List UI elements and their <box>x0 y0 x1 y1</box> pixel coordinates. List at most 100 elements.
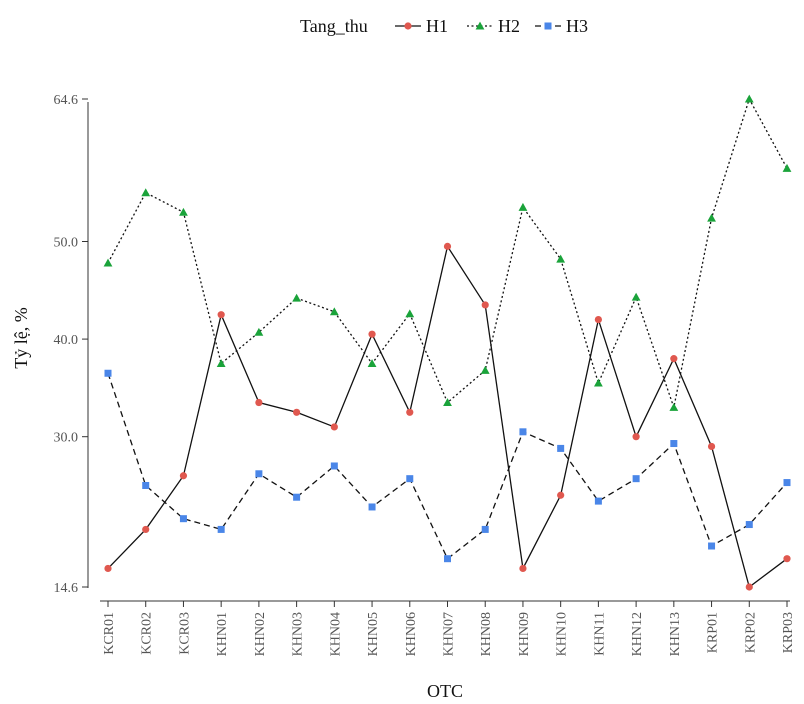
data-point-h1 <box>443 242 452 250</box>
legend-item-h2: H2 <box>467 16 520 36</box>
x-tick-label: KHN06 <box>404 612 419 656</box>
data-point-h2 <box>707 213 716 222</box>
x-tick-label: KRP03 <box>781 612 796 653</box>
x-tick-label: KCR02 <box>140 612 155 655</box>
x-tick-label: KRP01 <box>706 612 721 653</box>
data-point-h3 <box>632 475 640 483</box>
data-point-h3 <box>179 515 187 523</box>
y-tick-label: 64.6 <box>54 93 79 108</box>
data-point-h2 <box>141 188 151 197</box>
data-point-h3 <box>104 369 112 377</box>
data-point-h2 <box>254 327 264 336</box>
x-tick-label: KHN10 <box>555 612 570 656</box>
data-point-h3 <box>255 470 263 478</box>
data-point-h2 <box>669 403 679 411</box>
data-point-h2 <box>631 292 641 301</box>
series-h3 <box>104 369 791 563</box>
data-point-h3 <box>670 440 678 448</box>
data-point-h3 <box>406 475 414 483</box>
x-tick-label: KHN09 <box>517 612 532 656</box>
data-point-h1 <box>406 408 414 416</box>
legend-label: H2 <box>498 16 520 36</box>
legend-label: H1 <box>426 16 448 36</box>
x-tick-label: KCR01 <box>102 612 117 655</box>
data-point-h2 <box>518 202 528 211</box>
data-point-h2 <box>593 378 603 387</box>
data-point-h1 <box>670 355 678 363</box>
x-axis-title: OTC <box>427 681 463 701</box>
data-point-h3 <box>368 503 376 511</box>
x-tick-label: KHN08 <box>479 612 494 656</box>
data-point-h3 <box>594 497 602 505</box>
data-point-h2 <box>329 307 339 316</box>
data-point-h1 <box>368 330 376 338</box>
x-tick-label: KCR03 <box>177 612 192 655</box>
data-point-h1 <box>594 315 602 324</box>
data-point-h2 <box>367 359 377 368</box>
legend: Tang_thu H1 H2 H3 <box>300 16 588 36</box>
legend-marker <box>475 21 485 30</box>
data-point-h1 <box>481 301 489 309</box>
data-point-h2 <box>480 365 490 374</box>
x-tick-label: KHN05 <box>366 612 381 656</box>
data-point-h3 <box>745 521 753 529</box>
data-point-h1 <box>632 433 640 441</box>
data-point-h3 <box>142 481 150 489</box>
x-axis: KCR01 KCR02 KCR03 KHN01 KHN02 KHN03 KHN04 KHN05… <box>100 600 796 656</box>
data-point-h3 <box>783 479 791 487</box>
x-tick-label: KHN02 <box>253 612 268 656</box>
legend-label: H3 <box>566 16 588 36</box>
x-tick-label: KHN12 <box>630 612 645 656</box>
legend-item-h1: H1 <box>395 16 448 36</box>
data-point-h2 <box>179 207 188 216</box>
series-h2 <box>103 94 792 411</box>
x-tick-label: KHN13 <box>668 612 683 656</box>
x-tick-label: KHN07 <box>442 612 457 656</box>
data-point-h3 <box>293 493 301 501</box>
data-point-h2 <box>405 309 415 318</box>
data-point-h1 <box>783 555 791 563</box>
x-tick-label: KHN01 <box>215 612 230 656</box>
data-point-h1 <box>293 408 301 416</box>
data-point-h1 <box>255 398 263 407</box>
data-point-h2 <box>216 359 226 368</box>
x-tick-label: KHN03 <box>291 612 306 656</box>
x-tick-label: KHN11 <box>592 612 607 656</box>
data-point-h3 <box>708 542 716 550</box>
data-point-h3 <box>330 462 338 470</box>
data-point-h3 <box>481 525 489 533</box>
y-axis-title: Tỷ lệ, % <box>11 307 31 368</box>
data-point-h2 <box>103 258 113 267</box>
y-tick-label: 40.0 <box>54 333 79 348</box>
x-tick-label: KHN04 <box>328 612 343 656</box>
data-point-h1 <box>557 491 565 499</box>
data-point-h2 <box>556 254 566 263</box>
data-point-h2 <box>292 293 302 302</box>
data-point-h1 <box>142 525 150 534</box>
data-point-h2 <box>443 398 452 407</box>
data-point-h1 <box>745 583 753 591</box>
y-tick-label: 30.0 <box>54 431 79 446</box>
series-h1 <box>104 242 791 591</box>
y-axis: 14.6 30.0 40.0 50.0 64.6 <box>54 93 89 596</box>
data-point-h3 <box>519 428 527 436</box>
data-point-h1 <box>330 423 338 431</box>
x-tick-label: KRP02 <box>743 612 758 653</box>
data-point-h1 <box>104 564 112 573</box>
data-point-h3 <box>444 555 451 563</box>
series-line-h1 <box>107 244 788 589</box>
y-tick-label: 14.6 <box>54 581 79 596</box>
plot-area <box>103 94 792 591</box>
data-point-h1 <box>217 311 225 319</box>
legend-item-h3: H3 <box>535 16 588 36</box>
legend-title: Tang_thu <box>300 16 368 36</box>
data-point-h1 <box>179 472 188 480</box>
data-point-h3 <box>217 525 225 533</box>
data-point-h3 <box>557 444 565 452</box>
data-point-h2 <box>744 94 754 103</box>
data-point-h2 <box>782 163 792 172</box>
data-point-h1 <box>519 564 527 573</box>
legend-marker <box>544 22 552 30</box>
y-tick-label: 50.0 <box>54 235 79 250</box>
